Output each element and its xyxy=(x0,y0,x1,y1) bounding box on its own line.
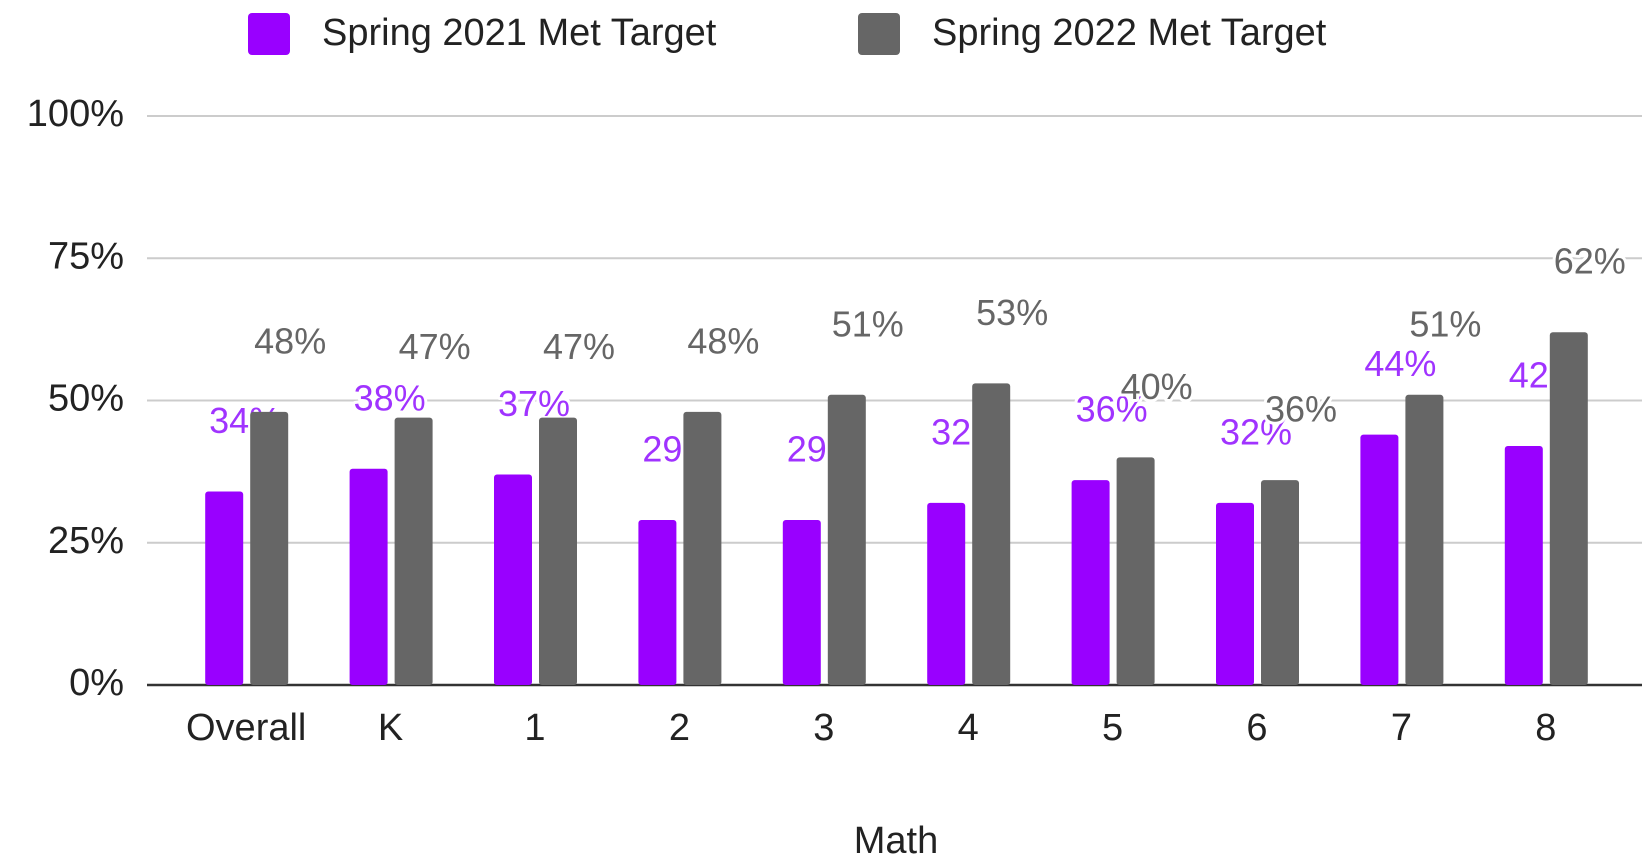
x-tick-label: 1 xyxy=(524,707,545,749)
bar xyxy=(972,383,1011,685)
data-label: 44% xyxy=(1364,343,1436,384)
x-tick-label: K xyxy=(378,707,403,749)
bar xyxy=(1071,480,1110,685)
data-label: 34% xyxy=(209,400,281,441)
legend-swatch xyxy=(858,13,900,55)
y-tick-label: 50% xyxy=(48,378,124,420)
bar xyxy=(638,519,677,685)
bar xyxy=(349,468,388,685)
data-label: 38% xyxy=(354,377,426,418)
x-tick-label: 7 xyxy=(1391,707,1412,749)
data-label: 53% xyxy=(976,292,1048,333)
y-tick-label: 100% xyxy=(27,93,124,135)
data-label: 51% xyxy=(1409,303,1481,344)
y-tick-label: 75% xyxy=(48,235,124,277)
x-tick-label: 6 xyxy=(1246,707,1267,749)
bar xyxy=(1405,394,1444,685)
y-tick-label: 0% xyxy=(69,662,124,704)
bar xyxy=(394,417,433,685)
data-label: 48% xyxy=(254,320,326,361)
data-label: 40% xyxy=(1121,366,1193,407)
x-tick-label: 3 xyxy=(813,707,834,749)
data-label: 51% xyxy=(832,303,904,344)
legend-label: Spring 2022 Met Target xyxy=(932,12,1327,54)
bar xyxy=(827,394,866,685)
bar xyxy=(782,519,821,685)
x-tick-label: 8 xyxy=(1535,707,1556,749)
bar xyxy=(494,474,532,685)
bar xyxy=(927,502,966,685)
x-tick-label: 5 xyxy=(1102,707,1123,749)
bar xyxy=(539,417,577,685)
bar xyxy=(1360,434,1399,685)
data-label: 48% xyxy=(687,320,759,361)
data-label: 62% xyxy=(1554,241,1626,282)
legend-label: Spring 2021 Met Target xyxy=(322,12,717,54)
x-axis-title: Math xyxy=(854,820,938,862)
x-tick-label: 2 xyxy=(669,707,690,749)
bar xyxy=(1549,332,1588,685)
bar xyxy=(1504,446,1543,685)
bar xyxy=(1216,502,1254,685)
bar xyxy=(683,411,722,685)
x-tick-label: 4 xyxy=(958,707,979,749)
bar xyxy=(1116,457,1155,685)
data-label: 47% xyxy=(543,326,615,367)
data-label: 36% xyxy=(1265,389,1337,430)
bar xyxy=(205,491,244,685)
data-label: 37% xyxy=(498,383,570,424)
data-label: 47% xyxy=(399,326,471,367)
y-tick-label: 25% xyxy=(48,520,124,562)
data-label: 32% xyxy=(1220,411,1292,452)
data-label: 36% xyxy=(1076,389,1148,430)
legend-swatch xyxy=(248,13,290,55)
bar xyxy=(250,411,289,685)
x-tick-label: Overall xyxy=(186,707,306,749)
bar xyxy=(1261,480,1299,685)
